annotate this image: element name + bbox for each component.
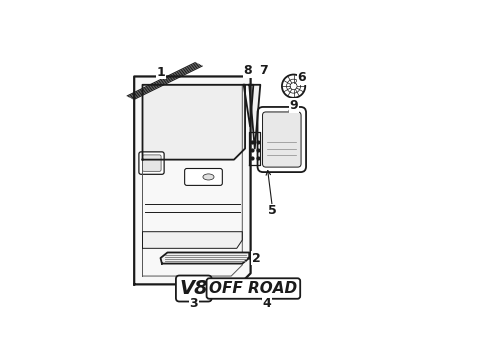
Text: 4: 4 xyxy=(263,297,271,310)
Text: 9: 9 xyxy=(289,99,297,112)
Circle shape xyxy=(282,75,305,98)
FancyBboxPatch shape xyxy=(184,168,222,185)
Ellipse shape xyxy=(203,174,214,180)
Text: 1: 1 xyxy=(156,66,164,79)
Polygon shape xyxy=(249,132,260,165)
FancyBboxPatch shape xyxy=(139,152,164,174)
Text: 8: 8 xyxy=(243,64,252,77)
Text: OFF ROAD: OFF ROAD xyxy=(209,281,297,296)
FancyBboxPatch shape xyxy=(142,155,161,171)
Polygon shape xyxy=(142,85,244,159)
Polygon shape xyxy=(249,85,260,149)
Text: 6: 6 xyxy=(297,71,305,84)
Polygon shape xyxy=(160,252,249,264)
FancyBboxPatch shape xyxy=(257,107,305,172)
FancyBboxPatch shape xyxy=(262,112,301,167)
Text: 7: 7 xyxy=(258,64,267,77)
Text: 3: 3 xyxy=(189,297,198,310)
Text: 5: 5 xyxy=(268,204,277,217)
Text: 2: 2 xyxy=(251,252,260,265)
Polygon shape xyxy=(134,76,250,284)
Polygon shape xyxy=(142,232,242,248)
Text: V8: V8 xyxy=(179,279,208,298)
